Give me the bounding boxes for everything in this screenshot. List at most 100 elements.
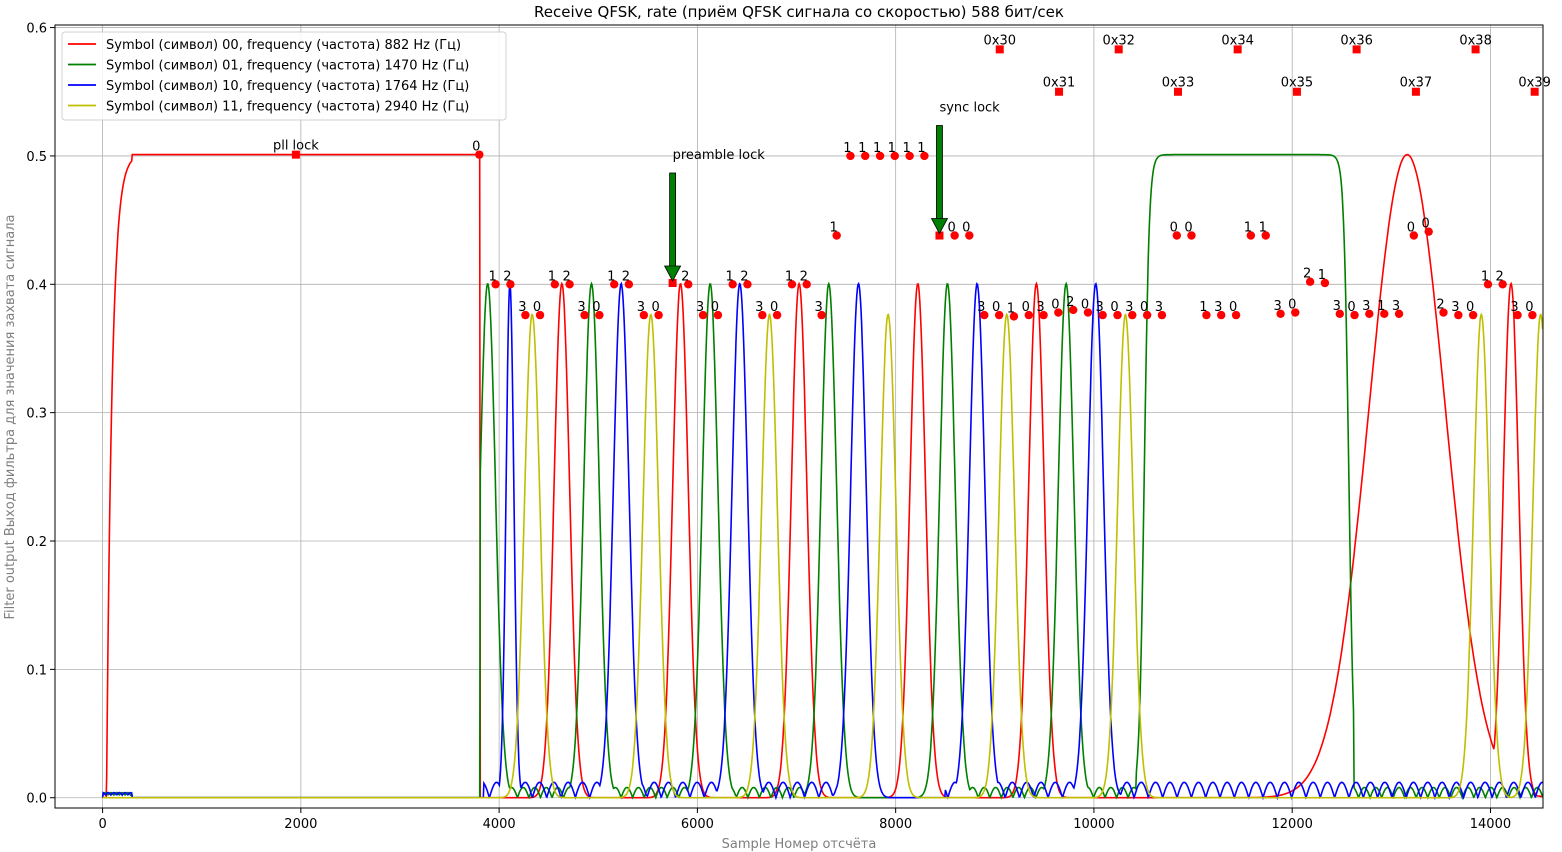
lock-marker-label: 0x36 [1340, 33, 1373, 48]
symbol-point [743, 280, 752, 289]
annotation-layer: preamble lock sync lock [663, 101, 1000, 282]
symbol-point [1202, 310, 1211, 320]
symbol-label: 1 [830, 221, 838, 236]
legend-box [61, 31, 507, 121]
lock-marker-label: 0x31 [1043, 76, 1076, 91]
y-tick-label: 0.4 [26, 278, 47, 293]
x-axis-label: Sample Номер отсчёта [722, 837, 877, 852]
symbol-label: 3 [637, 300, 645, 315]
lock-marker [291, 150, 300, 159]
symbol-point [890, 151, 899, 161]
symbol-point [832, 231, 841, 240]
symbol-label: 1 [548, 269, 556, 284]
symbol-label: 0 [1022, 300, 1030, 315]
annotation-text: sync lock [939, 101, 1000, 116]
symbol-point [1394, 309, 1404, 319]
lock-marker [1233, 45, 1242, 54]
annotation-text: preamble lock [673, 148, 766, 163]
lock-marker-label: 0x34 [1221, 33, 1254, 48]
symbol-point [1009, 312, 1019, 321]
y-tick-label: 0.6 [26, 22, 47, 37]
symbol-point [654, 310, 663, 320]
symbol-point [550, 280, 560, 289]
arrow-head [930, 218, 949, 235]
symbol-point [1439, 308, 1448, 317]
symbol-point [1172, 231, 1181, 240]
symbol-label: 3 [1214, 300, 1222, 315]
x-tick-label: 12000 [1272, 817, 1313, 832]
symbol-point [861, 151, 870, 161]
symbol-label: 0 [1347, 300, 1355, 315]
symbol-label: 1 [1481, 269, 1489, 284]
symbol-label: 0 [1110, 300, 1118, 315]
symbol-label: 0 [592, 300, 600, 315]
symbol-label: 2 [1496, 269, 1504, 284]
symbol-point [1246, 231, 1256, 240]
y-tick-label: 0.3 [26, 407, 47, 422]
symbol-label: 3 [1155, 300, 1163, 315]
symbol-label: 2 [1066, 295, 1074, 310]
lock-marker [995, 45, 1004, 54]
symbol-label: 3 [1036, 300, 1044, 315]
arrow-shaft [936, 125, 943, 221]
symbol-point [950, 231, 959, 240]
lock-marker-label: 0x37 [1400, 76, 1433, 91]
x-tick-label: 4000 [483, 817, 516, 832]
legend-entry: Symbol (символ) 01, frequency (частота) … [106, 59, 469, 74]
symbol-label: 0 [1466, 300, 1474, 315]
y-tick-label: 0.0 [26, 792, 47, 807]
symbol-label: 0 [1140, 300, 1148, 315]
symbol-label: 3 [1451, 300, 1459, 315]
symbol-point [1498, 280, 1507, 289]
symbol-point [875, 151, 885, 161]
series-line-1 [101, 153, 1543, 801]
symbol-point [1454, 310, 1463, 320]
symbol-label: 1 [843, 141, 851, 156]
symbol-label: 1 [902, 141, 910, 156]
symbol-point [491, 280, 500, 289]
symbol-point [1320, 278, 1330, 288]
lock-marker [935, 231, 944, 240]
symbol-point [1054, 308, 1063, 317]
symbol-point [1335, 309, 1344, 319]
symbol-point [1069, 305, 1078, 315]
symbol-label: 1 [917, 141, 925, 156]
symbol-point [1483, 280, 1493, 289]
y-tick-label: 0.5 [26, 150, 47, 165]
symbol-point [1261, 231, 1270, 240]
symbol-point [535, 310, 545, 320]
lock-marker [1530, 87, 1539, 96]
symbol-label: 1 [888, 141, 896, 156]
lock-marker [668, 279, 677, 288]
symbol-point [1380, 309, 1389, 319]
symbol-label: 0 [472, 140, 480, 155]
symbol-label: 3 [814, 300, 822, 315]
symbol-label: 1 [607, 269, 615, 284]
symbol-label: 0 [1422, 217, 1430, 232]
symbol-label: 0 [1170, 221, 1178, 236]
symbol-label: 1 [858, 141, 866, 156]
symbol-label: 1 [1259, 221, 1267, 236]
lock-marker-label: 0x32 [1102, 33, 1135, 48]
symbol-label: 0 [533, 300, 541, 315]
symbol-point [639, 310, 649, 320]
symbol-label: 3 [755, 300, 763, 315]
symbol-label: 0 [1288, 298, 1296, 313]
legend: Symbol (символ) 00, frequency (частота) … [61, 31, 507, 121]
symbol-point [1128, 310, 1137, 320]
lock-marker-label: 0x38 [1459, 33, 1492, 48]
symbol-label: 0 [1081, 298, 1089, 313]
symbol-label: 2 [1436, 298, 1444, 313]
symbol-label: 0 [992, 300, 1000, 315]
lock-marker-label: 0x33 [1162, 76, 1195, 91]
symbol-point [610, 280, 619, 289]
symbol-point [1187, 231, 1196, 240]
lock-marker [1055, 87, 1064, 96]
symbol-point [802, 280, 811, 289]
symbol-label: 1 [785, 269, 793, 284]
symbol-label: 1 [489, 269, 497, 284]
chart-title: Receive QFSK, rate (приём QFSK сигнала с… [534, 3, 1064, 21]
lock-marker [1471, 45, 1480, 54]
symbol-label: 3 [1333, 299, 1341, 314]
symbol-label: 0 [711, 300, 719, 315]
